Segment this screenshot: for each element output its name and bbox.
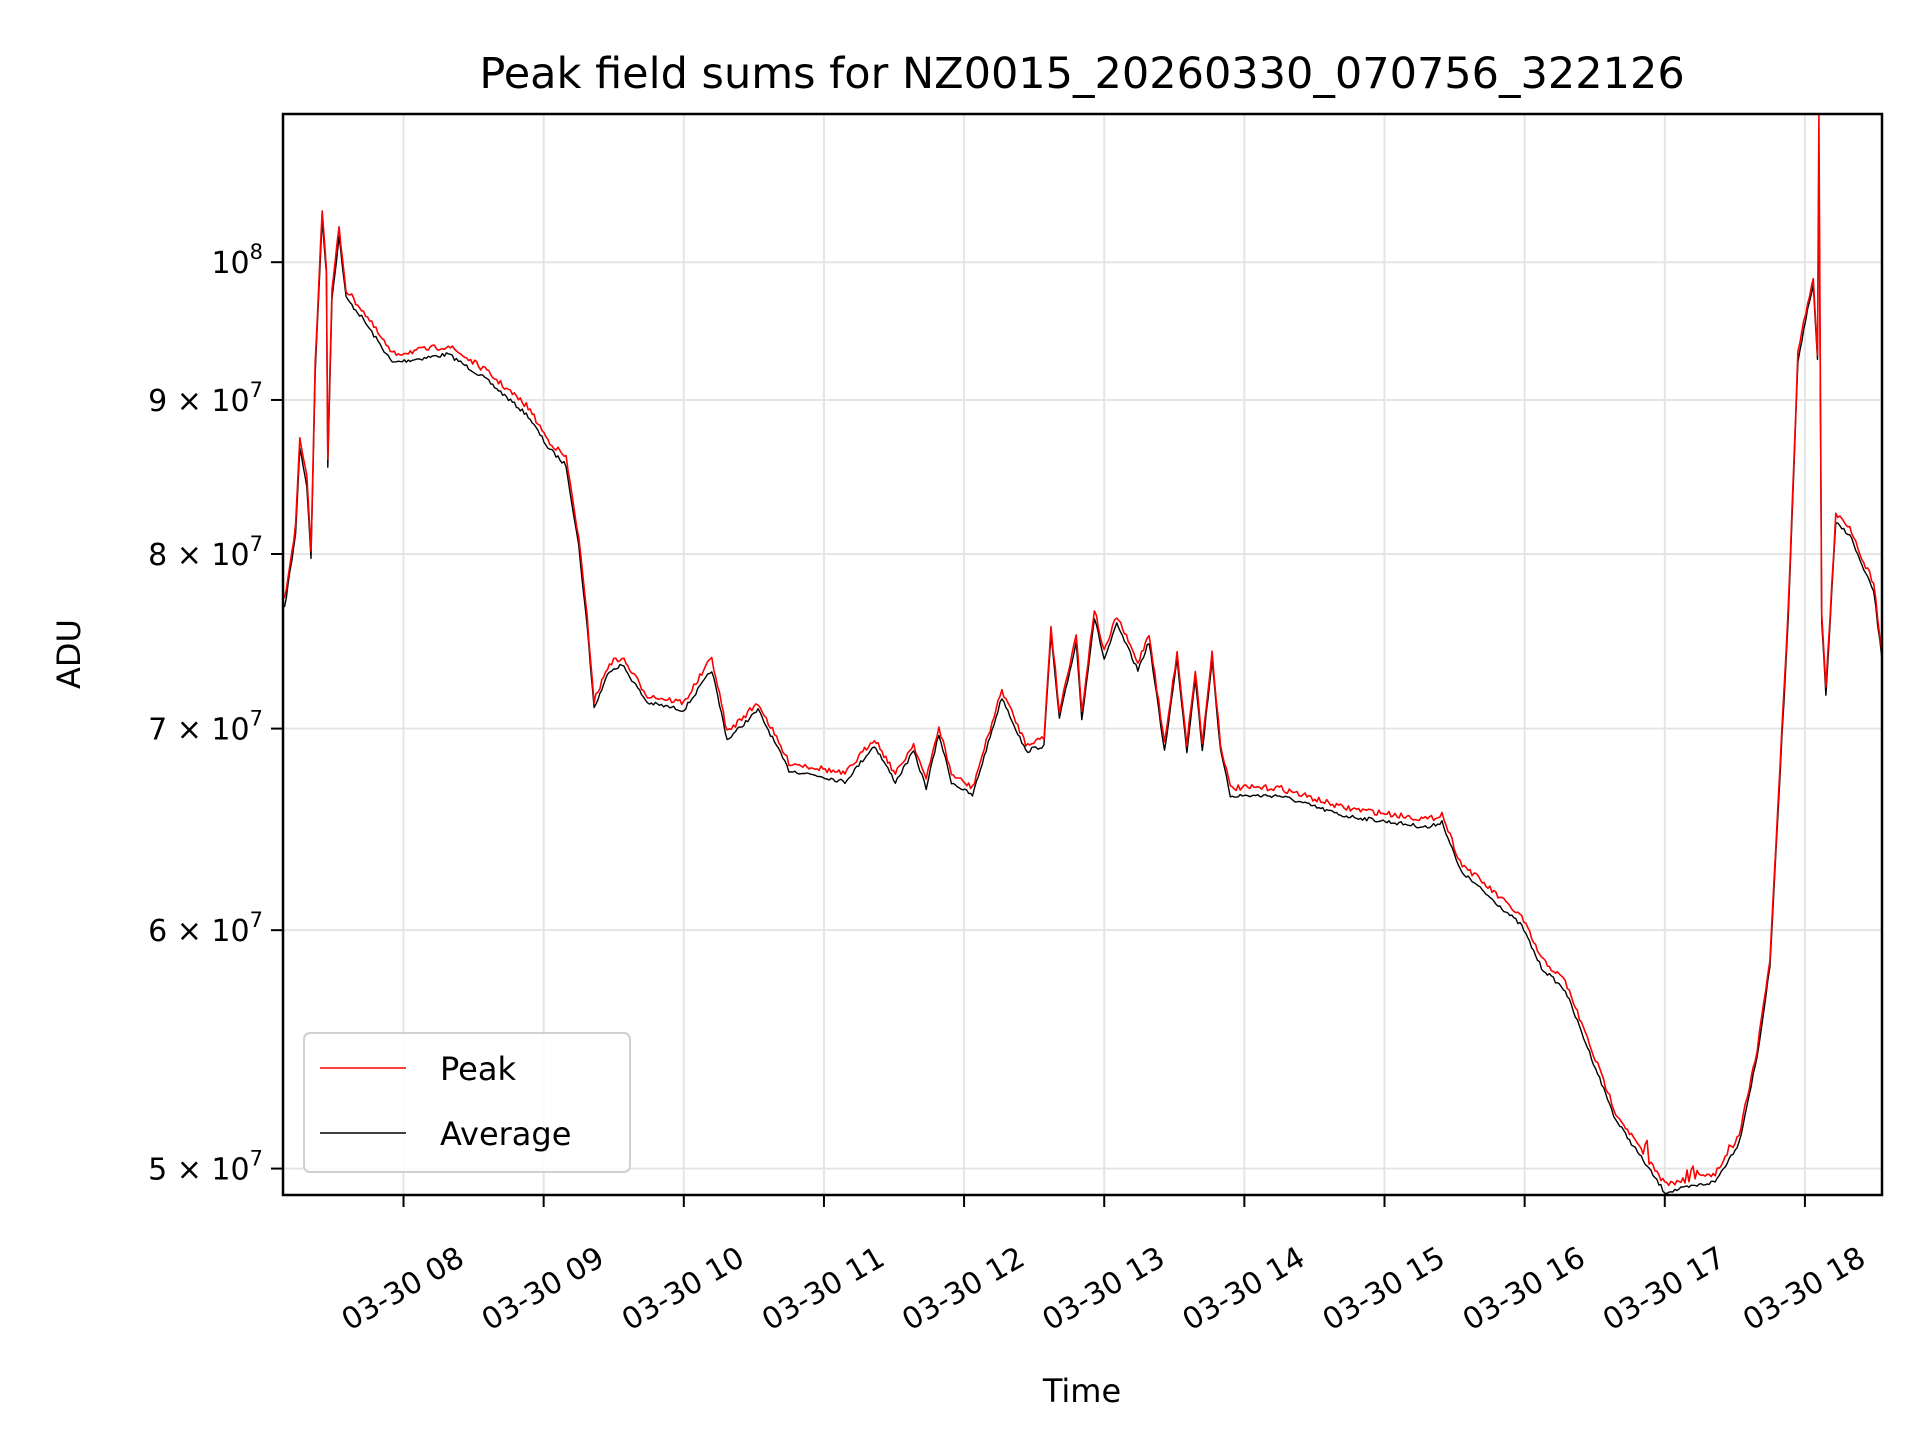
- y-tick-base: 6 × 10: [148, 914, 249, 949]
- y-tick-label: 108: [211, 240, 263, 281]
- y-tick-exponent: 7: [250, 532, 263, 556]
- y-tick-exponent: 7: [250, 1147, 263, 1171]
- y-tick-base: 5 × 10: [148, 1153, 249, 1188]
- y-tick-label: 7 × 107: [148, 707, 263, 748]
- series-line-average: [283, 154, 1883, 1195]
- axes-frame: [281, 112, 1884, 1197]
- x-axis-label: Time: [1042, 1372, 1121, 1410]
- y-tick-base: 10: [211, 246, 249, 281]
- legend-peak-label: Peak: [440, 1050, 516, 1088]
- series-group: [283, 113, 1883, 1195]
- y-tick-label: 6 × 107: [148, 908, 263, 949]
- series-line-peak: [283, 113, 1883, 1187]
- legend: Peak Average: [303, 1032, 631, 1173]
- y-tick-base: 9 × 10: [148, 384, 249, 419]
- legend-average-label: Average: [440, 1115, 571, 1153]
- y-tick-label: 9 × 107: [148, 378, 263, 419]
- y-tick-label: 5 × 107: [148, 1147, 263, 1188]
- y-tick-label: 8 × 107: [148, 532, 263, 573]
- y-tick-base: 7 × 10: [148, 713, 249, 748]
- y-tick-exponent: 7: [250, 908, 263, 932]
- chart-title: Peak field sums for NZ0015_20260330_0707…: [479, 49, 1684, 99]
- y-tick-exponent: 7: [250, 707, 263, 731]
- y-tick-exponent: 8: [250, 240, 263, 264]
- y-tick-exponent: 7: [250, 378, 263, 402]
- y-axis-label: ADU: [50, 619, 88, 689]
- y-tick-base: 8 × 10: [148, 538, 249, 573]
